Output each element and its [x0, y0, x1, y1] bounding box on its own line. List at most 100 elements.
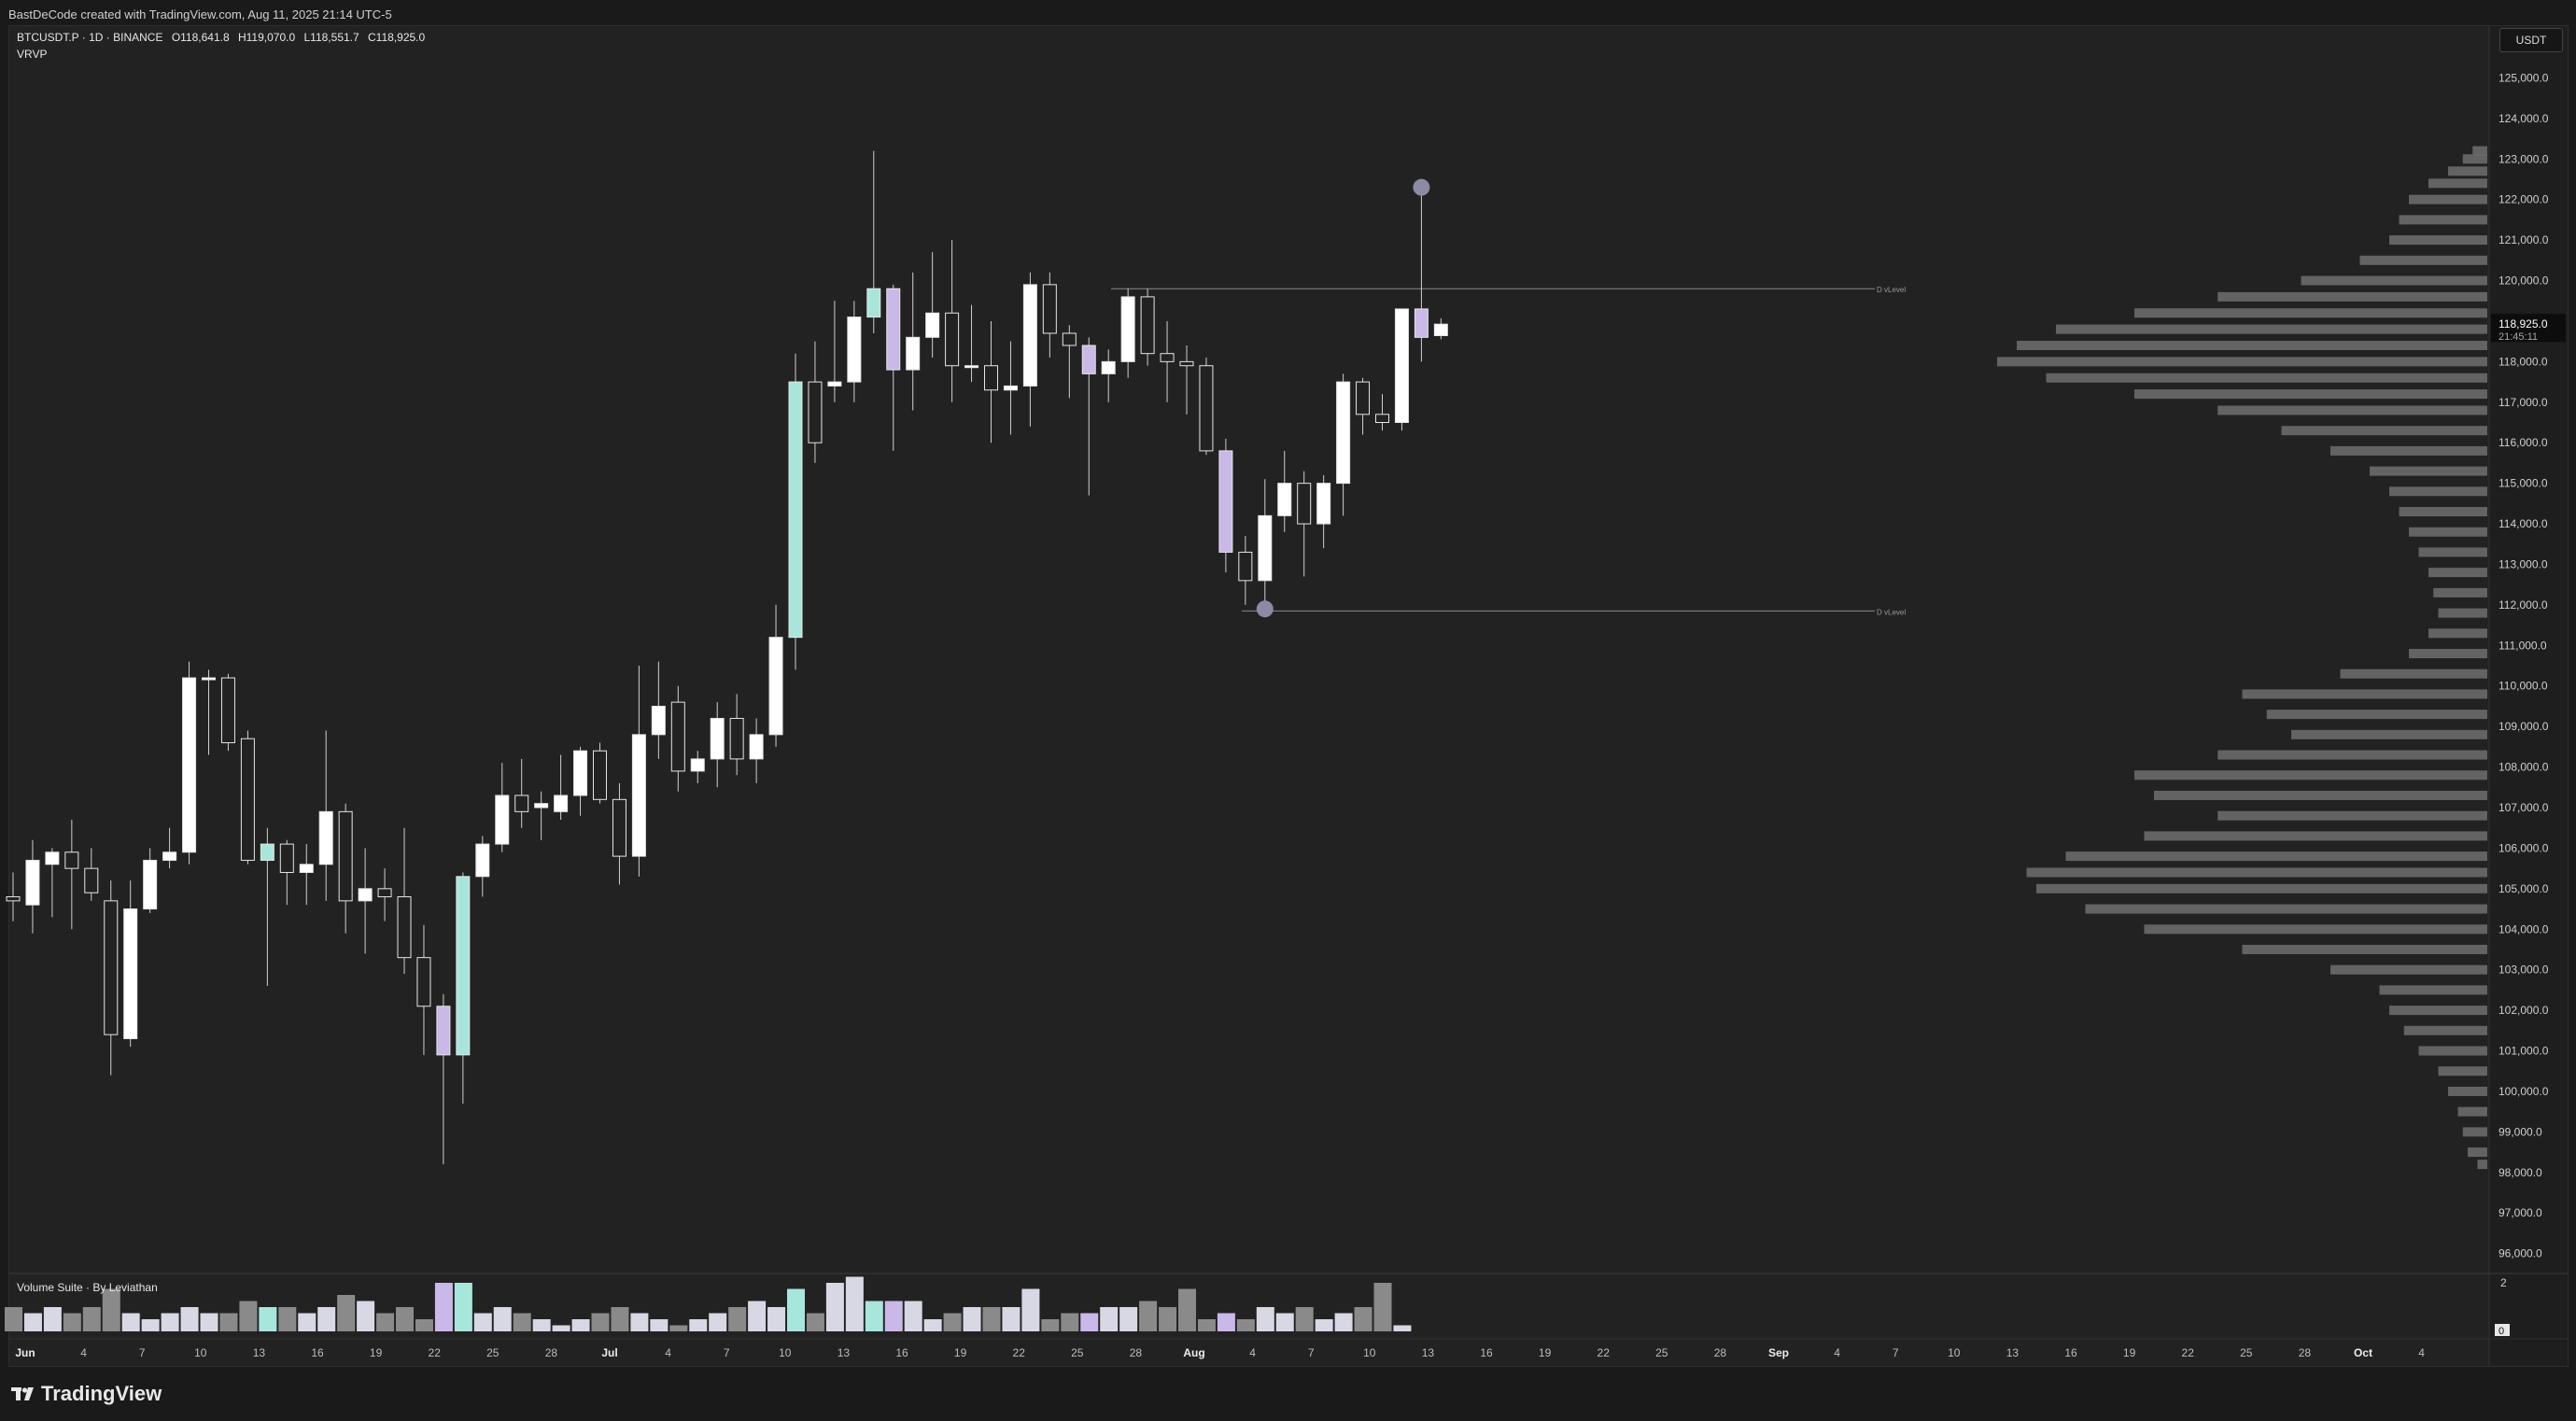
- volume-bar: [806, 1313, 824, 1331]
- vrvp-row: [2217, 750, 2487, 760]
- time-tick-label: 10: [1363, 1346, 1376, 1359]
- time-tick-label: 25: [486, 1346, 500, 1359]
- volume-bar: [200, 1313, 218, 1331]
- volume-bar: [259, 1307, 277, 1331]
- volume-scale-bottom: 0: [2499, 1326, 2504, 1337]
- time-tick-label: 25: [2240, 1346, 2253, 1359]
- time-tick-label: 22: [429, 1346, 442, 1359]
- time-tick-label: 28: [1714, 1346, 1727, 1359]
- candle-body: [631, 734, 646, 857]
- candle-body: [495, 795, 510, 845]
- candle-body: [788, 381, 803, 639]
- volume-bar: [1119, 1307, 1138, 1331]
- price-tick-label: 125,000.0: [2499, 71, 2549, 84]
- candle-body: [25, 859, 40, 906]
- vrvp-row: [2217, 291, 2487, 302]
- volume-bar: [121, 1313, 140, 1331]
- candle-body: [1160, 353, 1175, 362]
- volume-panel-title[interactable]: Volume Suite · By Leviathan: [17, 1281, 158, 1294]
- vrvp-row: [2046, 373, 2487, 383]
- time-tick-label: 19: [954, 1346, 967, 1359]
- price-tick-label: 103,000.0: [2499, 964, 2549, 977]
- currency-button[interactable]: USDT: [2499, 28, 2563, 52]
- candle-body: [1258, 514, 1273, 582]
- vlevel-label: D vLevel: [1877, 286, 1906, 294]
- candle-body: [338, 810, 353, 902]
- tradingview-wordmark: TradingView: [41, 1382, 162, 1405]
- candle-body: [1062, 332, 1077, 346]
- vrvp-row: [2370, 466, 2487, 476]
- candle-body: [123, 908, 138, 1039]
- vrvp-profile: [1997, 146, 2487, 1170]
- price-tick-label: 96,000.0: [2499, 1247, 2542, 1260]
- volume-bar: [1080, 1313, 1099, 1331]
- vrvp-row: [2154, 790, 2487, 800]
- candle-body: [64, 851, 79, 869]
- indicator-vrvp[interactable]: VRVP: [17, 48, 48, 61]
- time-tick-label: 13: [838, 1346, 851, 1359]
- vrvp-row: [2242, 689, 2487, 699]
- time-tick-label: Jun: [15, 1346, 35, 1359]
- time-tick-label: 7: [1893, 1346, 1899, 1359]
- vrvp-row: [2409, 649, 2487, 658]
- candle-body: [847, 317, 862, 383]
- volume-bar: [337, 1295, 356, 1331]
- time-tick-label: 10: [194, 1346, 207, 1359]
- volume-bar: [728, 1307, 747, 1331]
- volume-bar: [1178, 1288, 1196, 1331]
- price-tick-label: 112,000.0: [2499, 598, 2548, 612]
- vrvp-row: [2418, 547, 2487, 557]
- indicator-legend[interactable]: VRVP: [17, 48, 52, 61]
- candle-body: [475, 843, 490, 878]
- volume-bar: [982, 1307, 1001, 1331]
- price-tick-label: 102,000.0: [2499, 1004, 2549, 1017]
- volume-bar: [689, 1319, 708, 1331]
- vrvp-row: [2144, 831, 2487, 841]
- vrvp-row: [2065, 851, 2487, 862]
- volume-bar: [1256, 1307, 1274, 1331]
- time-tick-label: 22: [2182, 1346, 2195, 1359]
- candle-body: [729, 717, 744, 760]
- volume-bar: [709, 1313, 727, 1331]
- vrvp-row: [2340, 668, 2487, 679]
- tradingview-brand[interactable]: TradingView: [11, 1380, 162, 1408]
- volume-bar: [23, 1313, 42, 1331]
- candle-body: [808, 381, 823, 443]
- vrvp-row: [1997, 357, 2487, 367]
- price-tick-label: 120,000.0: [2499, 274, 2549, 288]
- volume-bar: [493, 1307, 512, 1331]
- time-tick-label: 10: [1948, 1346, 1961, 1359]
- time-tick-label: 22: [1598, 1346, 1611, 1359]
- time-tick-label: 16: [895, 1346, 908, 1359]
- volume-bar: [1159, 1307, 1177, 1331]
- volume-bar: [415, 1319, 433, 1331]
- candle-body: [279, 843, 294, 873]
- candle-body: [1356, 381, 1371, 415]
- time-tick-label: 16: [311, 1346, 324, 1359]
- volume-bar: [767, 1307, 786, 1331]
- vrvp-row: [2217, 405, 2487, 415]
- candle-body: [1336, 381, 1351, 485]
- volume-bar: [963, 1307, 981, 1331]
- price-tick-label: 115,000.0: [2499, 477, 2548, 490]
- legend-symbol[interactable]: BTCUSDT.P · 1D · BINANCE: [17, 31, 163, 44]
- candle-body: [260, 843, 274, 861]
- candle-body: [710, 717, 725, 760]
- volume-bar: [1197, 1319, 1216, 1331]
- candle-body: [182, 677, 197, 853]
- candle-body: [1375, 414, 1389, 424]
- low-marker: [1256, 600, 1274, 618]
- vrvp-row: [2266, 710, 2487, 720]
- vrvp-row: [2457, 1106, 2487, 1117]
- vrvp-row: [2448, 166, 2487, 176]
- candle-body: [1199, 365, 1214, 452]
- time-tick-label: 25: [1655, 1346, 1668, 1359]
- time-axis: Jun 4 7 10 13 16 19 22 25 28 Jul 4 7 10 13 16 19 22 25 28 Au…: [9, 1338, 2568, 1359]
- volume-bar: [630, 1313, 649, 1331]
- price-tag: 118,925.021:45:11: [2491, 314, 2566, 343]
- price-tick-label: 123,000.0: [2499, 152, 2549, 165]
- volume-bar: [943, 1313, 962, 1331]
- vrvp-row: [2134, 770, 2487, 781]
- candle-body: [749, 734, 764, 760]
